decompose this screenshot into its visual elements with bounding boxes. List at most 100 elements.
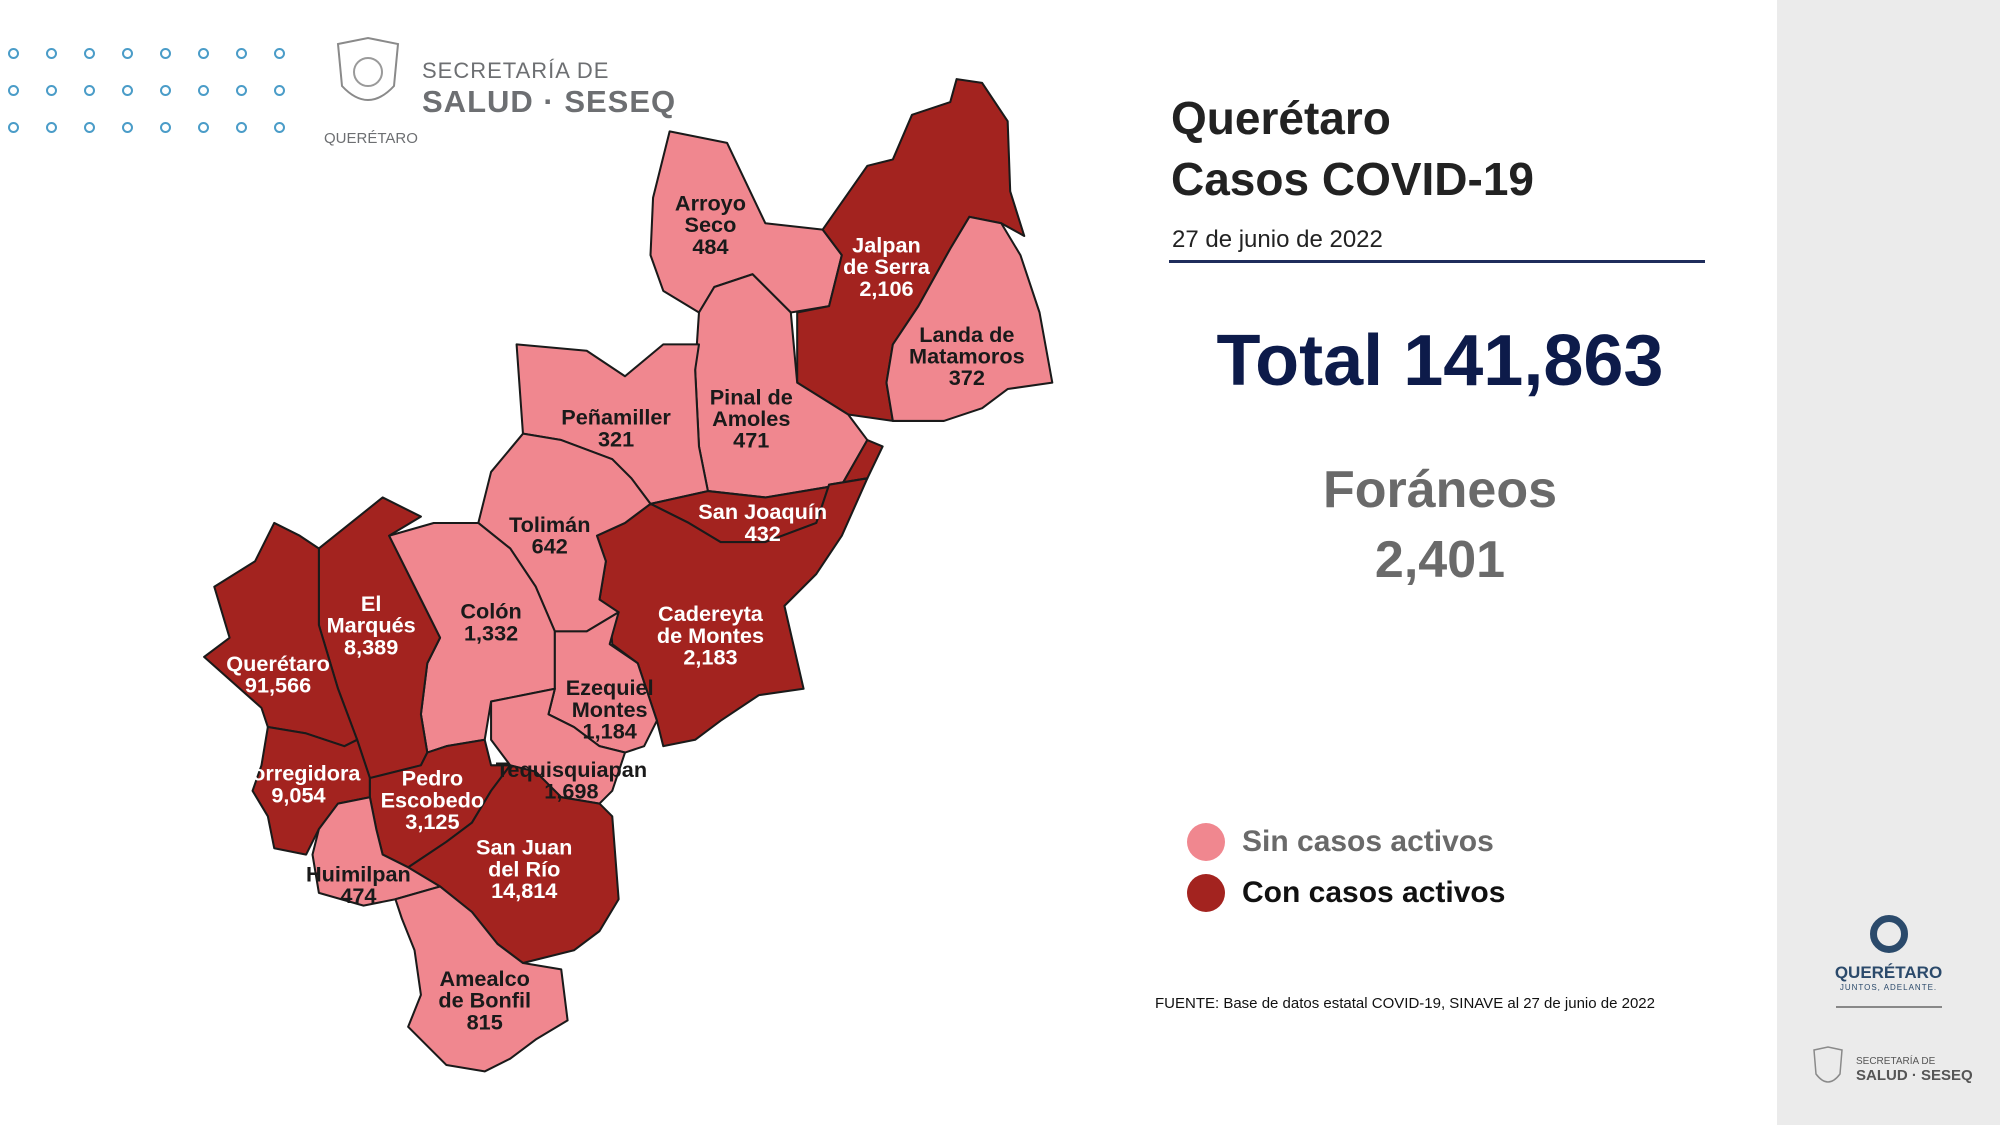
case-count: 432 <box>745 521 781 546</box>
case-count: 815 <box>467 1009 503 1034</box>
case-count: 9,054 <box>271 782 325 807</box>
dot <box>160 85 171 96</box>
foreign-cases: Foráneos 2,401 <box>1150 455 1730 595</box>
municipality-label-tequisquiapan: Tequisquiapan 1,698 <box>496 757 647 804</box>
dot <box>84 48 95 59</box>
total-cases: Total 141,863 <box>1216 321 1664 401</box>
queretaro-brand-logo: QUERÉTARO JUNTOS, ADELANTE. <box>1777 915 2000 1008</box>
dot <box>236 122 247 133</box>
municipality-name: Seco <box>685 212 737 237</box>
municipality-name: San Joaquín <box>698 499 827 524</box>
dot <box>8 85 19 96</box>
municipality-name: Jalpan <box>852 233 921 258</box>
report-date: 27 de junio de 2022 <box>1172 226 1383 253</box>
brand-tagline: JUNTOS, ADELANTE. <box>1839 983 1938 992</box>
case-count: 1,698 <box>544 778 598 803</box>
dot <box>198 48 209 59</box>
case-count: 2,106 <box>859 276 913 301</box>
municipality-name: Peñamiller <box>561 405 671 430</box>
coat-of-arms-icon <box>1813 1046 1843 1083</box>
municipality-name: Corregidora <box>236 761 361 786</box>
q-logo-icon <box>1869 915 1908 953</box>
municipality-label-amealco-debonfil: Amealco de Bonfil 815 <box>438 966 531 1034</box>
municipality-name: Pinal de <box>710 384 793 409</box>
municipality-label-colon: Colón 1,332 <box>460 599 521 646</box>
case-count: 8,389 <box>344 634 398 659</box>
municipality-name: Montes <box>572 697 648 722</box>
dot <box>46 122 57 133</box>
case-count: 372 <box>949 365 985 390</box>
legend-label: Sin casos activos <box>1242 825 1494 858</box>
case-count: 3,125 <box>405 809 459 834</box>
municipality-label-sanjoaquin: San Joaquín 432 <box>698 499 827 546</box>
sidebar-divider <box>1835 1006 1942 1008</box>
municipality-label-landade-matamoros: Landa de Matamoros 372 <box>909 322 1025 390</box>
municipality-label-huimilpan: Huimilpan 474 <box>306 861 411 908</box>
dot <box>84 85 95 96</box>
municipality-name: Querétaro <box>226 651 330 676</box>
dot <box>122 48 133 59</box>
legend-label: Con casos activos <box>1242 876 1506 909</box>
municipality-name: Landa de <box>919 322 1014 347</box>
case-count: 1,184 <box>583 719 637 744</box>
case-count: 471 <box>733 428 769 453</box>
logo-line2: SALUD · SESEQ <box>1856 1067 1973 1084</box>
municipality-name: del Río <box>488 856 560 881</box>
legend-swatch-dark <box>1187 874 1225 912</box>
coat-of-arms-icon <box>336 36 400 101</box>
municipality-label-cadereyta-demontes: Cadereyta de Montes 2,183 <box>657 601 764 669</box>
case-count: 14,814 <box>491 878 557 903</box>
brand-name: QUERÉTARO <box>1834 963 1943 982</box>
case-count: 91,566 <box>245 673 311 698</box>
municipality-label-arroyo-seco: Arroyo Seco 484 <box>675 190 746 258</box>
municipality-name: Pedro <box>402 766 463 791</box>
source-note: FUENTE: Base de datos estatal COVID-19, … <box>1155 995 1655 1012</box>
municipality-name: Cadereyta <box>658 601 764 626</box>
municipality-name: de Montes <box>657 623 764 648</box>
dot <box>84 122 95 133</box>
municipality-name: Tolimán <box>509 512 590 537</box>
logo-line3: QUERÉTARO <box>324 130 418 147</box>
municipality-amealco-debonfil <box>394 885 569 1073</box>
municipality-name: de Serra <box>843 254 931 279</box>
municipality-name: Tequisquiapan <box>496 757 647 782</box>
dot <box>236 48 247 59</box>
municipality-name: Ezequiel <box>566 675 654 700</box>
municipality-name: Amealco <box>440 966 530 991</box>
foraneos-label: Foráneos <box>1322 461 1558 519</box>
logo-line1: SECRETARÍA DE <box>422 58 610 83</box>
municipality-name: Amoles <box>712 406 790 431</box>
case-count: 642 <box>532 534 568 559</box>
legend-item-active: Con casos activos <box>1187 874 1505 912</box>
municipality-label-jalpan-deserra: Jalpan de Serra 2,106 <box>843 233 931 301</box>
title-line2: Casos COVID-19 <box>1171 153 1535 205</box>
title-line1: Querétaro <box>1171 92 1391 144</box>
municipality-name: Escobedo <box>381 787 485 812</box>
municipality-label-queretaro: Querétaro 91,566 <box>226 651 330 698</box>
municipality-name: Huimilpan <box>306 861 411 886</box>
dot <box>122 122 133 133</box>
municipality-label-el-marques: El Marqués 8,389 <box>327 591 416 659</box>
case-count: 484 <box>692 234 728 259</box>
municipality-label-sanjuan-delrio: San Juan del Río 14,814 <box>476 835 572 903</box>
logo-line2: SALUD · SESEQ <box>422 84 677 119</box>
municipality-name: Matamoros <box>909 344 1025 369</box>
municipality-label-penamiller: Peñamiller 321 <box>561 405 671 452</box>
dot <box>8 122 19 133</box>
municipality-name: Marqués <box>327 613 416 638</box>
municipality-label-ezequiel-montes: Ezequiel Montes 1,184 <box>566 675 654 743</box>
municipality-label-corregidora: Corregidora 9,054 <box>236 761 361 808</box>
foraneos-value: 2,401 <box>1374 531 1506 589</box>
dot <box>46 85 57 96</box>
dot <box>160 48 171 59</box>
dot <box>274 85 285 96</box>
dot <box>274 122 285 133</box>
dot <box>122 85 133 96</box>
municipality-label-pedro-escobedo: Pedro Escobedo 3,125 <box>381 766 485 834</box>
case-count: 321 <box>598 426 634 451</box>
legend-swatch-light <box>1187 823 1225 861</box>
municipality-label-toliman: Tolimán 642 <box>509 512 590 559</box>
legend-item-inactive: Sin casos activos <box>1187 823 1494 861</box>
dot <box>46 48 57 59</box>
